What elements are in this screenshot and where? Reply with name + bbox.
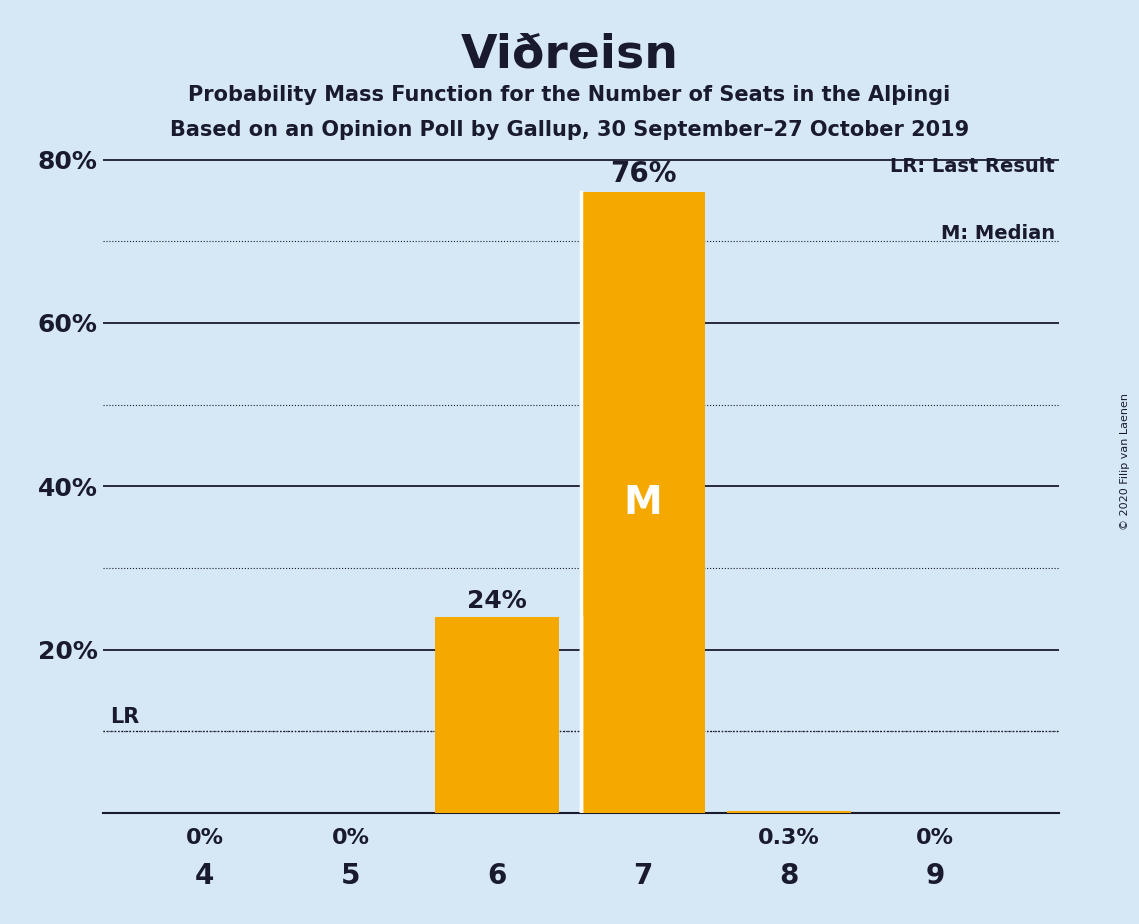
Text: Viðreisn: Viðreisn: [460, 32, 679, 78]
Text: 0%: 0%: [916, 828, 954, 848]
Text: Based on an Opinion Poll by Gallup, 30 September–27 October 2019: Based on an Opinion Poll by Gallup, 30 S…: [170, 120, 969, 140]
Bar: [727, 810, 851, 813]
Text: LR: Last Result: LR: Last Result: [891, 157, 1055, 176]
Text: M: M: [623, 483, 663, 522]
Text: LR: LR: [109, 708, 139, 727]
Text: M: Median: M: Median: [941, 224, 1055, 243]
Text: 0%: 0%: [186, 828, 223, 848]
Bar: [435, 617, 559, 813]
Text: 0%: 0%: [331, 828, 370, 848]
Text: © 2020 Filip van Laenen: © 2020 Filip van Laenen: [1120, 394, 1130, 530]
Text: Probability Mass Function for the Number of Seats in the Alþingi: Probability Mass Function for the Number…: [188, 85, 951, 105]
Text: 24%: 24%: [467, 589, 526, 613]
Text: 0.3%: 0.3%: [759, 828, 820, 848]
Bar: [581, 192, 705, 813]
Text: 76%: 76%: [609, 160, 677, 188]
